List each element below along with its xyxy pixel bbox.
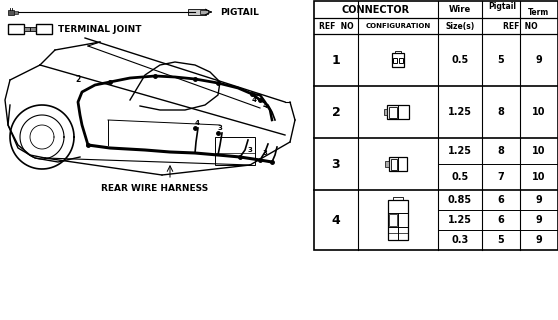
Text: 3: 3 [248,147,253,153]
Text: CONFIGURATION: CONFIGURATION [365,23,431,29]
Text: 7: 7 [498,172,504,182]
Text: 3: 3 [218,125,223,131]
Bar [387,105,409,119]
Text: 10: 10 [532,107,546,117]
Text: 9: 9 [536,235,542,245]
Text: 0.85: 0.85 [448,195,472,205]
Text: 1.25: 1.25 [448,146,472,156]
Bar [388,107,397,117]
Text: 9: 9 [536,195,542,205]
Text: 8: 8 [498,146,504,156]
Bar [200,10,208,14]
Text: REF  NO: REF NO [503,21,537,30]
Text: 1: 1 [331,53,340,67]
Bar [399,58,403,62]
Bar [8,24,24,34]
Bar [392,53,404,67]
Bar [36,24,52,34]
Bar [30,27,36,31]
Text: 2: 2 [331,106,340,118]
Text: 1.25: 1.25 [448,107,472,117]
Text: TERMINAL JOINT: TERMINAL JOINT [58,25,142,34]
Bar [8,10,14,14]
Text: 0.5: 0.5 [451,172,469,182]
Text: 3: 3 [331,157,340,171]
Text: 5: 5 [498,235,504,245]
Text: PIGTAIL: PIGTAIL [220,7,259,17]
Text: REAR WIRE HARNESS: REAR WIRE HARNESS [102,183,209,193]
Text: 6: 6 [498,195,504,205]
Text: 1.25: 1.25 [448,215,472,225]
Text: 4: 4 [252,97,257,103]
Text: Pigtail: Pigtail [488,3,516,12]
Text: 9: 9 [536,55,542,65]
Bar [393,58,397,62]
Text: 4: 4 [195,120,200,126]
Text: 6: 6 [498,215,504,225]
Text: Size(s): Size(s) [445,21,475,30]
Bar [24,27,30,31]
Bar [215,137,255,165]
Bar [393,196,403,200]
Bar [389,214,397,226]
Text: Wire: Wire [449,5,471,14]
Bar [388,200,408,240]
Bar [314,1,558,250]
Bar [395,51,401,53]
Text: 2: 2 [75,75,80,84]
Text: REF  NO: REF NO [319,21,353,30]
Bar [389,157,407,171]
Text: 5: 5 [498,55,504,65]
Text: 0.3: 0.3 [451,235,469,245]
Bar [385,161,389,167]
Bar [391,158,397,170]
Text: 8: 8 [498,107,504,117]
Text: 10: 10 [532,146,546,156]
Bar [188,9,206,15]
Text: 9: 9 [536,215,542,225]
Bar [14,11,18,13]
Text: CONNECTOR: CONNECTOR [342,4,410,14]
Text: 4: 4 [331,213,340,227]
Text: 4: 4 [263,103,268,109]
Text: 3: 3 [263,150,268,156]
Text: 10: 10 [532,172,546,182]
Text: Term: Term [528,8,550,17]
Text: 0.5: 0.5 [451,55,469,65]
Bar [384,109,387,115]
